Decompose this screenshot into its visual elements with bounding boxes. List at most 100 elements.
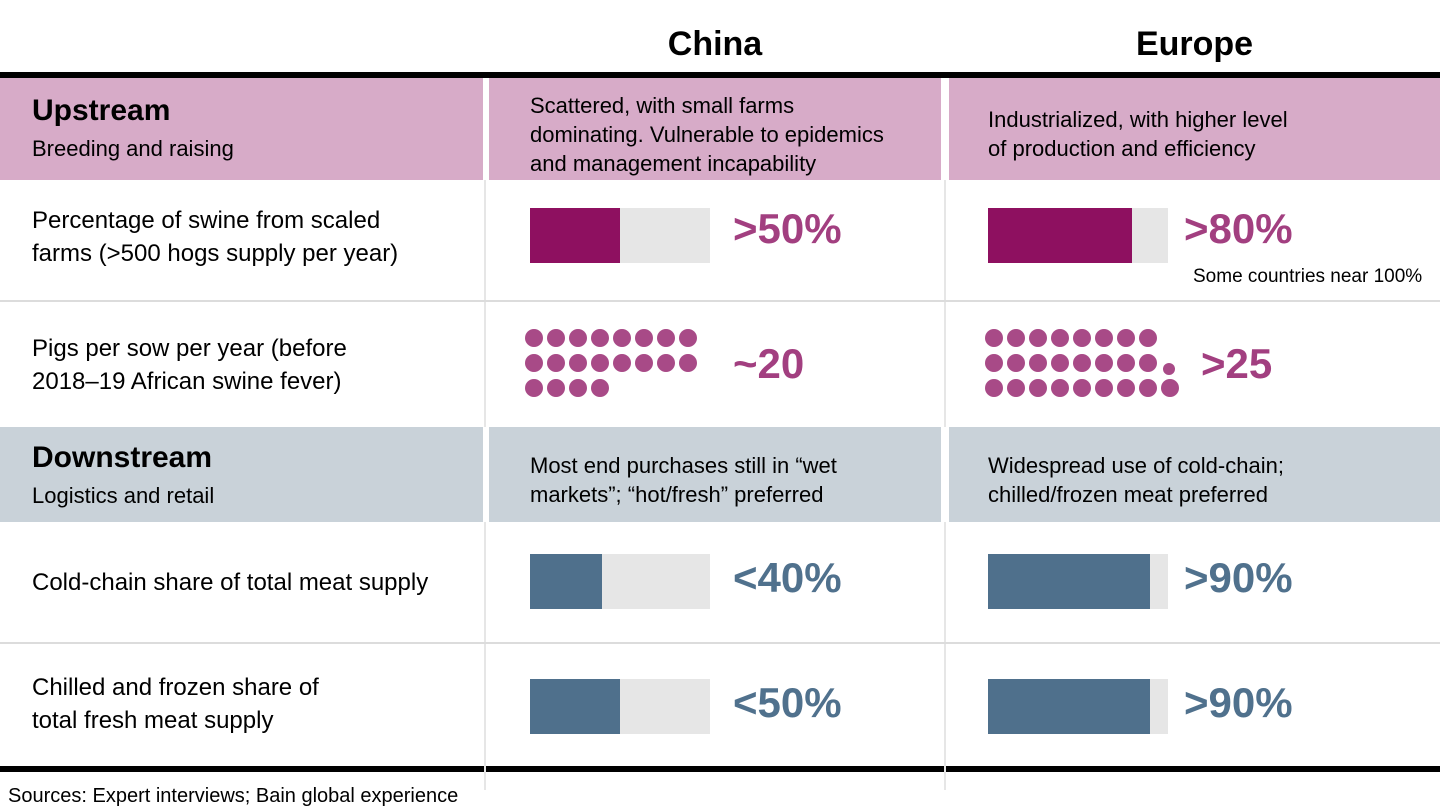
dot	[1117, 379, 1135, 397]
upstream-europe-description: Industrialized, with higher level of pro…	[949, 78, 1440, 180]
dot	[525, 329, 543, 347]
dot	[1007, 329, 1025, 347]
row-label: Chilled and frozen share of total fresh …	[32, 674, 319, 735]
dot	[613, 354, 631, 372]
row-label: Cold-chain share of total meat supply	[32, 569, 429, 596]
china-scaled-farms-value: >50%	[733, 205, 842, 252]
china-pigs-pictogram	[525, 324, 701, 399]
dot	[525, 354, 543, 372]
section-downstream-heading: Downstream Logistics and retail	[0, 427, 483, 522]
row-label: Percentage of swine from scaled farms (>…	[32, 207, 399, 268]
section-upstream-heading: Upstream Breeding and raising	[0, 78, 483, 180]
chilled-frozen-europe-cell: >90%	[949, 644, 1440, 766]
cold-chain-europe-cell: >90%	[949, 522, 1440, 642]
bar-fill	[530, 208, 620, 263]
dot	[657, 329, 675, 347]
dot	[1051, 329, 1069, 347]
dot	[1029, 354, 1047, 372]
dot	[1051, 354, 1069, 372]
dot	[569, 354, 587, 372]
section-subtitle: Breeding and raising	[32, 136, 234, 161]
dot	[679, 329, 697, 347]
europe-pigs-value: >25	[1201, 340, 1273, 387]
section-upstream: Upstream Breeding and raising Scattered,…	[0, 78, 1440, 180]
china-chilled-frozen-bar	[530, 679, 710, 734]
europe-scaled-farms-value: >80%	[1184, 205, 1293, 252]
bar-fill	[988, 679, 1150, 734]
dot	[1051, 379, 1069, 397]
dot	[591, 354, 609, 372]
row-scaled-farms: Percentage of swine from scaled farms (>…	[0, 180, 1440, 302]
row-label: Pigs per sow per year (before 2018–19 Af…	[32, 335, 347, 396]
dot	[569, 379, 587, 397]
dot	[985, 329, 1003, 347]
scaled-farms-europe-cell: >80% Some countries near 100%	[949, 180, 1440, 300]
dot	[985, 354, 1003, 372]
dot	[547, 329, 565, 347]
downstream-china-description: Most end purchases still in “wet markets…	[489, 427, 941, 522]
china-cold-chain-value: <40%	[733, 554, 842, 601]
dot	[635, 354, 653, 372]
dot-row	[985, 374, 1183, 399]
section-downstream: Downstream Logistics and retail Most end…	[0, 427, 1440, 522]
dot	[1007, 354, 1025, 372]
dot	[1095, 329, 1113, 347]
scaled-farms-china-cell: >50%	[489, 180, 941, 300]
dot	[985, 379, 1003, 397]
footer: Sources: Expert interviews; Bain global …	[0, 772, 1440, 808]
bottom-rule	[0, 766, 1440, 772]
section-subtitle: Logistics and retail	[32, 483, 215, 508]
row-cold-chain: Cold-chain share of total meat supply <4…	[0, 522, 1440, 644]
chilled-frozen-china-cell: <50%	[489, 644, 941, 766]
dot	[613, 329, 631, 347]
sources-text: Sources: Expert interviews; Bain global …	[8, 785, 459, 807]
dot	[1095, 379, 1113, 397]
dot	[635, 329, 653, 347]
dot-row	[985, 349, 1183, 375]
dot-row	[985, 324, 1183, 349]
top-rule	[0, 72, 1440, 78]
column-header-china: China	[667, 25, 763, 63]
dot	[547, 379, 565, 397]
bar-fill	[988, 554, 1150, 609]
dot	[1073, 379, 1091, 397]
section-title: Downstream	[32, 441, 213, 474]
dot	[657, 354, 675, 372]
dot-row	[525, 374, 701, 399]
bar-fill	[530, 554, 602, 609]
china-pigs-value: ~20	[733, 340, 805, 387]
china-scaled-farms-bar	[530, 208, 710, 263]
dot	[1029, 329, 1047, 347]
upstream-china-description: Scattered, with small farms dominating. …	[489, 78, 941, 180]
dot	[547, 354, 565, 372]
europe-cold-chain-bar	[988, 554, 1168, 609]
dot	[1073, 329, 1091, 347]
dot	[1007, 379, 1025, 397]
dot	[1139, 329, 1157, 347]
dot	[569, 329, 587, 347]
dot-row	[525, 324, 701, 349]
dot	[1073, 354, 1091, 372]
europe-scaled-farms-note: Some countries near 100%	[1193, 266, 1423, 287]
pigs-per-sow-europe-cell: >25	[949, 302, 1440, 427]
europe-chilled-frozen-value: >90%	[1184, 679, 1293, 726]
downstream-europe-description: Widespread use of cold-chain; chilled/fr…	[949, 427, 1440, 522]
small-extra-dot	[1163, 363, 1175, 375]
bar-fill	[988, 208, 1132, 263]
dot	[1117, 329, 1135, 347]
dot	[525, 379, 543, 397]
dot	[1095, 354, 1113, 372]
row-chilled-frozen: Chilled and frozen share of total fresh …	[0, 644, 1440, 766]
dot	[679, 354, 697, 372]
dot	[591, 379, 609, 397]
bar-fill	[530, 679, 620, 734]
china-chilled-frozen-value: <50%	[733, 679, 842, 726]
europe-pigs-pictogram	[985, 324, 1183, 399]
column-headers: China Europe	[0, 0, 1440, 72]
dot	[1139, 379, 1157, 397]
pigs-per-sow-china-cell: ~20	[489, 302, 941, 427]
china-cold-chain-bar	[530, 554, 710, 609]
column-header-europe: Europe	[1135, 25, 1254, 63]
dot	[591, 329, 609, 347]
europe-scaled-farms-bar	[988, 208, 1168, 263]
